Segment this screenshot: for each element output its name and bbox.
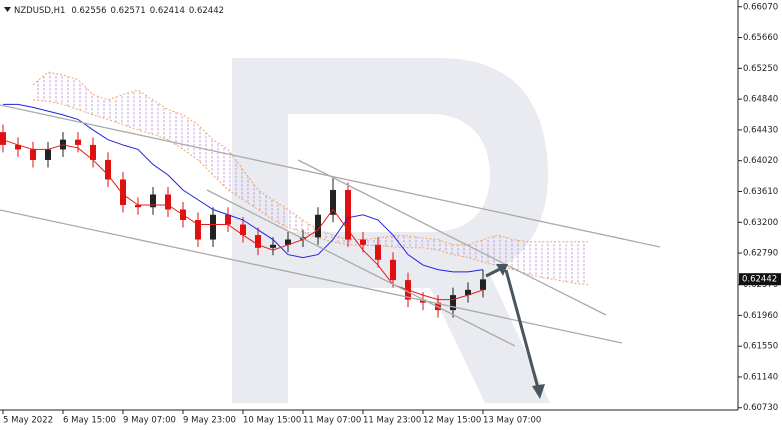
symbol: NZDUSD,H1 [14,6,65,16]
candle-body [45,149,51,160]
candle-body [345,189,351,240]
candle-body [255,235,261,248]
price-tag-label: 0.62442 [742,275,777,285]
quote-high: 0.62571 [111,6,146,16]
y-tick-label: 0.61960 [743,311,778,321]
symbol-menu[interactable] [4,7,11,12]
candle-body [75,139,81,145]
y-tick-label: 0.64020 [743,156,778,166]
arrow-head [532,384,545,399]
candle-body [120,179,126,205]
y-tick-label: 0.64840 [743,95,778,105]
candle-body [450,295,456,311]
arrow-head [496,264,508,276]
candle-body [105,159,111,180]
x-tick-label: 11 May 23:00 [363,416,421,426]
y-tick-label: 0.62790 [743,249,778,259]
candle-body [90,144,96,160]
x-tick-label: 6 May 15:00 [63,416,116,426]
y-tick-label: 0.60730 [743,403,778,413]
candle-body [225,214,231,225]
y-tick-label: 0.63610 [743,187,778,197]
x-tick-label: 9 May 23:00 [183,416,236,426]
y-tick-label: 0.65250 [743,64,778,74]
quote-header: NZDUSD,H1 0.62556 0.62571 0.62414 0.62442 [14,6,224,16]
trend-line [206,189,516,347]
candle-body [30,149,36,160]
x-tick-label: 13 May 07:00 [483,416,541,426]
candle-body [465,289,471,296]
forecast-arrow [504,269,540,389]
y-tick-label: 0.63200 [743,218,778,228]
candle-body [0,132,6,145]
candle-body [375,244,381,260]
candle-body [135,205,141,208]
candle-body [285,239,291,245]
candle-body [150,194,156,208]
x-tick-label: 11 May 07:00 [303,416,361,426]
y-tick-label: 0.61140 [743,372,778,382]
candle-body [165,194,171,210]
x-tick-label: 9 May 07:00 [123,416,176,426]
quote-close: 0.62442 [189,6,224,16]
candle-body [330,189,336,215]
candle-body [360,239,366,245]
analysis-drawings [0,104,661,399]
candle-body [195,220,201,240]
candle-body [390,259,396,281]
x-tick-label: 10 May 15:00 [243,416,301,426]
y-tick-label: 0.66070 [743,2,778,12]
cloud-upper [32,71,588,246]
candle-body [270,244,276,248]
trend-line [297,159,607,316]
candle-body [240,224,246,236]
candle-body [15,144,21,150]
quote-low: 0.62414 [150,6,185,16]
y-tick-label: 0.61550 [743,342,778,352]
y-tick-label: 0.65660 [743,33,778,43]
candle-body [210,214,216,240]
candle-body [315,214,321,238]
price-tag [739,273,781,286]
indicator-line [2,139,484,301]
quote-open: 0.62556 [71,6,106,16]
x-tick-label: 12 May 15:00 [423,416,481,426]
y-tick-label: 0.64430 [743,125,778,135]
x-tick-label: 5 May 2022 [3,416,53,426]
cloud-fill [33,72,588,285]
candle-body [480,279,486,290]
cloud-lower [32,99,589,286]
candle-body [420,299,426,303]
